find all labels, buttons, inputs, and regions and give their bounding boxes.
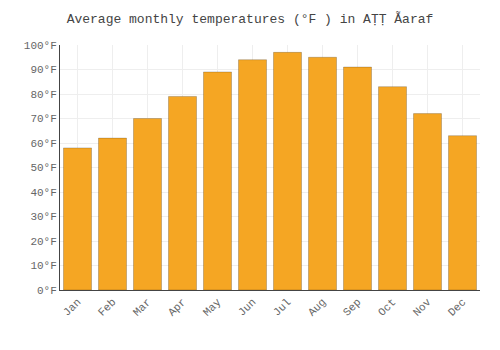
svg-text:60°F: 60°F <box>30 138 56 150</box>
svg-text:Apr: Apr <box>166 296 188 318</box>
svg-text:Dec: Dec <box>446 296 468 318</box>
svg-text:Feb: Feb <box>96 296 118 318</box>
svg-text:20°F: 20°F <box>30 236 56 248</box>
svg-text:May: May <box>201 296 224 319</box>
svg-text:90°F: 90°F <box>30 64 56 76</box>
svg-text:Jul: Jul <box>271 296 293 318</box>
svg-text:30°F: 30°F <box>30 211 56 223</box>
svg-text:0°F: 0°F <box>37 285 57 297</box>
svg-text:Mar: Mar <box>131 296 153 318</box>
svg-text:80°F: 80°F <box>30 89 56 101</box>
svg-text:Nov: Nov <box>411 296 434 319</box>
svg-text:40°F: 40°F <box>30 187 56 199</box>
svg-text:Oct: Oct <box>376 296 398 318</box>
svg-text:Jan: Jan <box>61 296 83 318</box>
svg-text:100°F: 100°F <box>24 40 57 52</box>
svg-text:70°F: 70°F <box>30 113 56 125</box>
svg-text:Sep: Sep <box>341 296 363 318</box>
svg-text:Average monthly temperatures (: Average monthly temperatures (°F ) in AṬ… <box>67 11 434 27</box>
svg-text:Jun: Jun <box>236 296 258 318</box>
svg-text:Aug: Aug <box>306 296 328 318</box>
svg-text:50°F: 50°F <box>30 162 56 174</box>
svg-text:10°F: 10°F <box>30 260 56 272</box>
